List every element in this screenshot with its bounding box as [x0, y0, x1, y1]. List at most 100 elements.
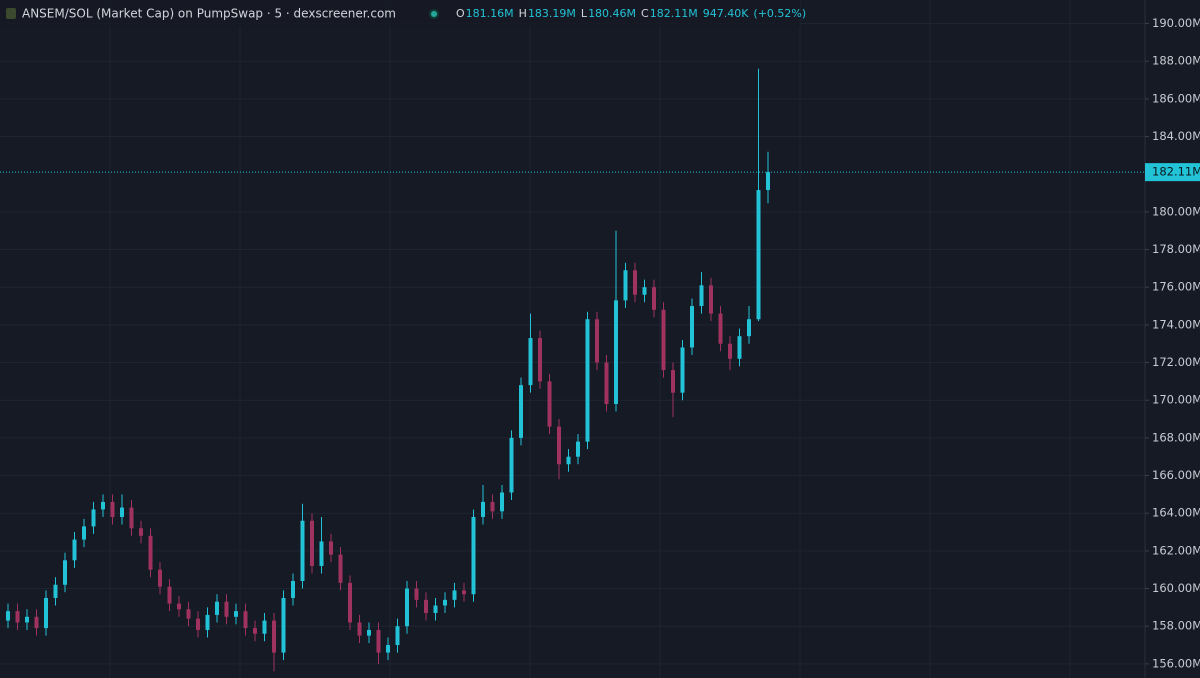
legend-key: H: [519, 7, 527, 20]
ohlc-legend: O 181.16M H 183.19M L 180.46M C 182.11M 947.40K (…: [456, 7, 806, 20]
chart-title: ANSEM/SOL (Market Cap) on PumpSwap · 5 ·…: [22, 7, 396, 21]
candle-body: [158, 569, 162, 587]
candle-body: [386, 645, 390, 653]
candle-body: [167, 586, 172, 604]
candle-body: [433, 605, 438, 614]
candle-body: [623, 270, 628, 301]
candle-body: [25, 616, 29, 623]
legend-key: C: [641, 7, 649, 20]
y-tick-label: 184.00M: [1152, 129, 1200, 143]
overlay: 182.11M: [0, 163, 1200, 182]
candle-body: [509, 437, 514, 493]
candle-body: [243, 611, 248, 629]
candle-body: [671, 370, 675, 393]
y-tick-label: 158.00M: [1152, 619, 1200, 633]
candle-body: [91, 509, 96, 527]
candle-body: [652, 287, 656, 310]
y-tick-label: 162.00M: [1152, 543, 1200, 557]
candle-body: [120, 507, 124, 517]
candle-body: [699, 285, 704, 307]
y-tick-label: 188.00M: [1152, 54, 1200, 68]
candle-body: [395, 626, 400, 646]
candle-body: [538, 338, 542, 382]
vertical-grid: [109, 0, 1071, 678]
candle-body: [481, 501, 485, 517]
y-tick-label: 190.00M: [1152, 16, 1200, 30]
candle-body: [443, 599, 447, 606]
candle-body: [72, 539, 77, 561]
candle-body: [405, 588, 409, 627]
legend-value: 182.11M: [650, 7, 698, 20]
candle-body: [471, 516, 476, 595]
candle-body: [234, 611, 238, 617]
candle-body: [215, 601, 219, 615]
y-tick-label: 186.00M: [1152, 91, 1200, 105]
candle-body: [110, 501, 115, 517]
candle-body: [452, 590, 457, 600]
candle-body: [661, 309, 666, 371]
candle-body: [747, 319, 751, 337]
y-tick-label: 156.00M: [1152, 656, 1200, 670]
y-tick-label: 170.00M: [1152, 393, 1200, 407]
candle-body: [139, 528, 143, 536]
candle-body: [253, 628, 257, 634]
candle-body: [53, 584, 58, 598]
token-icon: [6, 8, 16, 19]
y-tick-label: 176.00M: [1152, 280, 1200, 294]
candle-body: [63, 560, 67, 585]
volume: 947.40K: [703, 7, 749, 20]
candle-body: [272, 620, 276, 653]
candle-body: [205, 614, 210, 630]
y-tick-label: 174.00M: [1152, 317, 1200, 331]
candle-body: [224, 601, 229, 617]
last-price-tag: [1145, 163, 1200, 182]
y-tick-label: 166.00M: [1152, 468, 1200, 482]
candle-body: [291, 581, 295, 598]
change: (+0.52%): [753, 7, 806, 20]
candle-body: [604, 362, 609, 404]
status-dot: [431, 11, 437, 17]
candle-body: [348, 582, 352, 623]
candle-body: [690, 306, 694, 348]
candle-body: [680, 347, 685, 393]
candle-body: [462, 590, 466, 595]
candle-body: [6, 611, 10, 621]
candle-body: [737, 336, 742, 359]
candle-body: [101, 501, 105, 510]
legend-value: 181.16M: [466, 7, 514, 20]
candle-body: [329, 541, 333, 555]
candle-body: [357, 622, 362, 636]
candle-body: [44, 597, 48, 629]
candle-body: [129, 507, 134, 529]
candle-body: [728, 343, 732, 359]
candle-body: [424, 599, 428, 614]
candle-body: [633, 270, 637, 295]
candle-body: [614, 300, 618, 404]
candles: [6, 68, 770, 672]
candle-body: [310, 520, 314, 566]
y-tick-label: 178.00M: [1152, 242, 1200, 256]
candle-body: [148, 535, 153, 570]
candle-body: [585, 319, 590, 442]
candle-body: [414, 588, 419, 600]
candle-body: [300, 520, 305, 582]
candle-body: [319, 541, 324, 566]
legend-value: 183.19M: [528, 7, 576, 20]
legend-value: 180.46M: [588, 7, 636, 20]
candle-body: [376, 629, 381, 653]
candle-body: [338, 554, 343, 583]
y-tick-label: 172.00M: [1152, 355, 1200, 369]
candle-body: [82, 526, 86, 540]
last-price-label: 182.11M: [1152, 165, 1200, 179]
y-tick-label: 164.00M: [1152, 506, 1200, 520]
header-bg: [0, 0, 800, 28]
candle-body: [709, 285, 713, 314]
y-tick-label: 160.00M: [1152, 581, 1200, 595]
candle-body: [186, 609, 191, 619]
y-tick-label: 168.00M: [1152, 430, 1200, 444]
candle-body: [15, 611, 20, 623]
y-tick-label: 180.00M: [1152, 204, 1200, 218]
legend-key: O: [456, 7, 465, 20]
candle-body: [547, 381, 552, 427]
candle-body: [528, 338, 533, 386]
